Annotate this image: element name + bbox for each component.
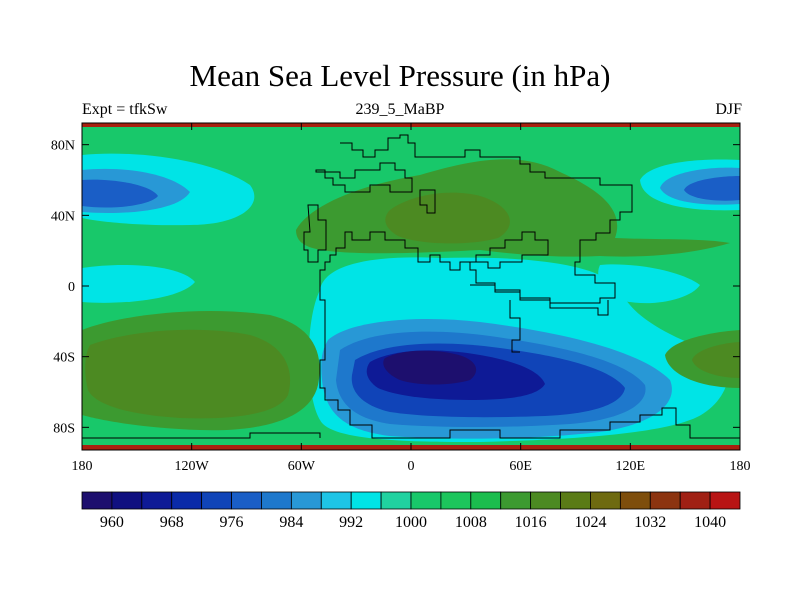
field-np-low-core <box>82 179 158 208</box>
colorbar-label: 960 <box>100 514 124 531</box>
colorbar-swatch <box>560 491 591 510</box>
colorbar-label: 1032 <box>634 514 666 531</box>
field-eq-trough-w <box>82 264 195 303</box>
y-tick-label: 40N <box>51 209 75 224</box>
colorbar-label: 1024 <box>574 514 606 531</box>
colorbar-label: 1008 <box>455 514 487 531</box>
colorbar-swatch <box>530 491 561 510</box>
x-tick-label: 120E <box>616 459 646 474</box>
colorbar-swatch <box>171 491 203 510</box>
colorbar-label: 1000 <box>395 514 427 531</box>
colorbar-swatch <box>500 491 532 510</box>
colorbar-swatch <box>410 491 442 510</box>
field-tropical-cyan-e <box>598 264 700 304</box>
colorbar-label: 984 <box>279 514 303 531</box>
colorbar-label: 1016 <box>515 514 547 531</box>
period-label: 239_5_MaBP <box>355 101 445 118</box>
field-so-high-inner <box>692 342 740 378</box>
colorbar-swatch <box>320 491 352 510</box>
coastline-west <box>303 162 413 263</box>
colorbar-swatch <box>81 491 113 510</box>
y-tick-label: 80N <box>51 139 75 154</box>
chart-title: Mean Sea Level Pressure (in hPa) <box>189 58 611 93</box>
colorbar-label: 1040 <box>694 514 726 531</box>
colorbar-swatch <box>709 491 741 510</box>
field-sp-high-inner <box>85 329 291 419</box>
experiment-label: Expt = tfkSw <box>82 101 168 118</box>
x-tick-label: 120W <box>175 459 210 474</box>
colorbar-swatch <box>111 491 143 510</box>
colorbar-swatch <box>380 491 412 510</box>
colorbar-swatch <box>649 491 681 510</box>
x-tick-label: 60E <box>509 459 532 474</box>
season-label: DJF <box>715 101 742 118</box>
coastline <box>319 134 740 439</box>
y-tick-label: 0 <box>68 280 75 295</box>
x-tick-label: 180 <box>730 459 751 474</box>
x-tick-label: 60W <box>288 459 316 474</box>
colorbar-swatch <box>619 491 651 510</box>
coastline-islands <box>82 189 436 439</box>
colorbar-swatch <box>470 491 502 510</box>
x-axis: 180 120W 60W 0 60E 120E 180 <box>72 123 751 474</box>
colorbar: 960 968 976 984 992 1000 1008 1016 1024 1032 1040 <box>81 491 741 531</box>
colorbar-swatch <box>201 491 232 510</box>
y-tick-label: 80S <box>53 421 75 436</box>
x-tick-label: 0 <box>408 459 415 474</box>
colorbar-swatch <box>350 491 382 510</box>
colorbar-swatch <box>261 491 292 510</box>
colorbar-swatch <box>679 491 711 510</box>
x-tick-label: 180 <box>72 459 93 474</box>
coastline-inner-loop <box>470 284 609 353</box>
colorbar-label: 976 <box>220 514 244 531</box>
colorbar-swatch <box>440 491 472 510</box>
y-tick-label: 40S <box>53 351 75 366</box>
field-eurasia-high-inner <box>385 192 510 244</box>
field-nwp-low-core <box>684 176 740 201</box>
colorbar-swatch <box>590 491 621 510</box>
y-axis: 80S 40S 0 40N 80N <box>51 139 740 436</box>
colorbar-swatch <box>231 491 262 510</box>
colorbar-swatch <box>141 491 173 510</box>
field-s-low-core <box>383 350 477 385</box>
colorbar-label: 968 <box>160 514 184 531</box>
colorbar-label: 992 <box>339 514 363 531</box>
colorbar-swatch <box>290 491 322 510</box>
